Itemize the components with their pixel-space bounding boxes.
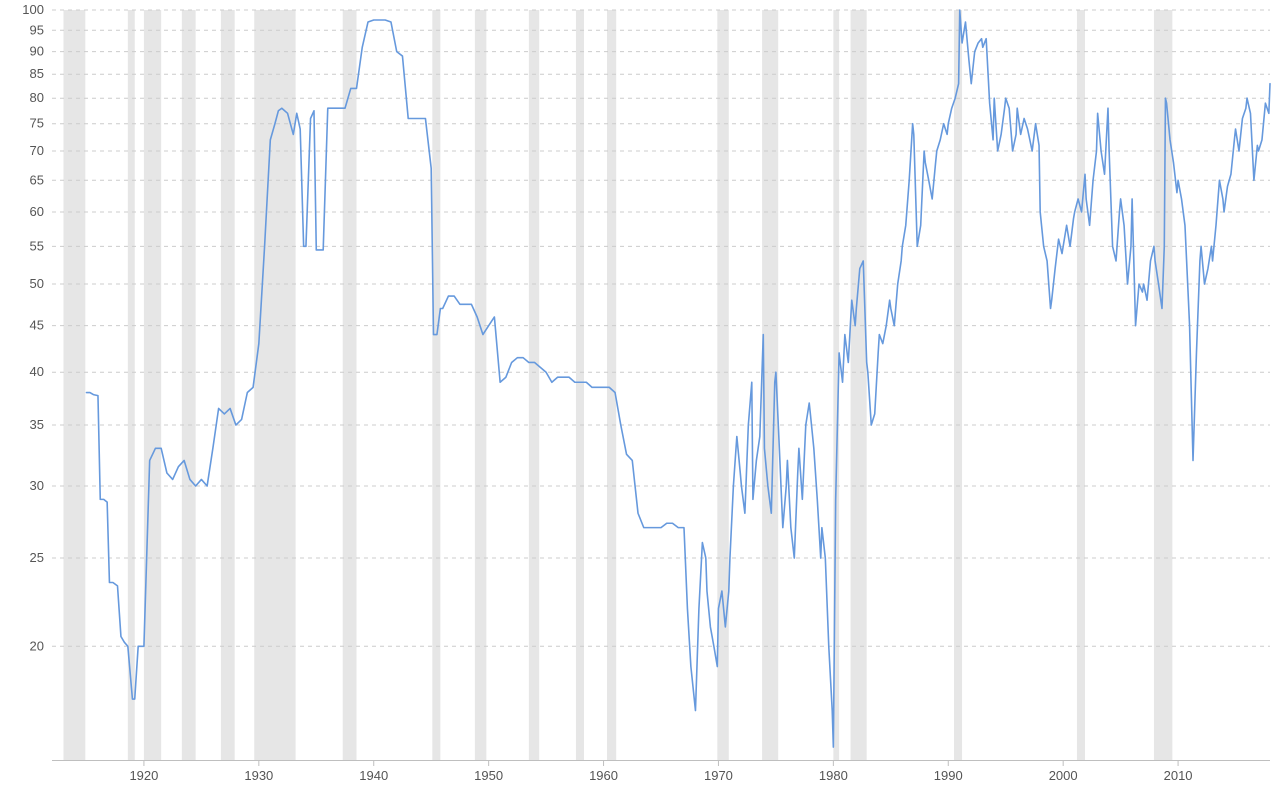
recession-band <box>475 10 486 760</box>
y-tick-label: 55 <box>30 238 44 253</box>
y-tick-label: 65 <box>30 172 44 187</box>
y-tick-label: 30 <box>30 478 44 493</box>
recession-band <box>607 10 616 760</box>
recession-band <box>717 10 728 760</box>
recession-band <box>63 10 85 760</box>
recession-band <box>529 10 539 760</box>
y-tick-label: 70 <box>30 143 44 158</box>
x-tick-label: 1950 <box>474 768 503 783</box>
recession-band <box>432 10 440 760</box>
recession-band <box>144 10 161 760</box>
y-tick-label: 35 <box>30 417 44 432</box>
y-tick-label: 50 <box>30 276 44 291</box>
y-tick-label: 100 <box>22 2 44 17</box>
line-chart: 20 25 30 35 40 45 50 55 60 65 70 75 80 85 90 95 100 1920 1… <box>0 0 1280 790</box>
y-tick-label: 85 <box>30 66 44 81</box>
recession-band <box>576 10 584 760</box>
x-tick-label: 1980 <box>819 768 848 783</box>
recession-band <box>954 10 962 760</box>
x-tick-label: 2000 <box>1049 768 1078 783</box>
y-tick-label: 45 <box>30 318 44 333</box>
recession-band <box>1077 10 1085 760</box>
y-tick-label: 80 <box>30 90 44 105</box>
recession-band <box>1154 10 1172 760</box>
recession-band <box>343 10 357 760</box>
y-tick-label: 40 <box>30 364 44 379</box>
chart-svg: 20 25 30 35 40 45 50 55 60 65 70 75 80 85 90 95 100 1920 1… <box>0 0 1280 790</box>
recession-band <box>221 10 235 760</box>
y-tick-label: 95 <box>30 22 44 37</box>
y-tick-label: 60 <box>30 204 44 219</box>
y-tick-label: 25 <box>30 550 44 565</box>
recession-band <box>851 10 867 760</box>
y-tick-label: 90 <box>30 44 44 59</box>
recession-band <box>128 10 135 760</box>
x-tick-label: 1920 <box>129 768 158 783</box>
y-tick-label: 20 <box>30 638 44 653</box>
recession-band <box>182 10 196 760</box>
y-tick-label: 75 <box>30 116 44 131</box>
x-tick-label: 1930 <box>244 768 273 783</box>
x-tick-label: 1940 <box>359 768 388 783</box>
x-tick-label: 1990 <box>934 768 963 783</box>
x-tick-label: 2010 <box>1164 768 1193 783</box>
x-tick-label: 1960 <box>589 768 618 783</box>
x-tick-label: 1970 <box>704 768 733 783</box>
